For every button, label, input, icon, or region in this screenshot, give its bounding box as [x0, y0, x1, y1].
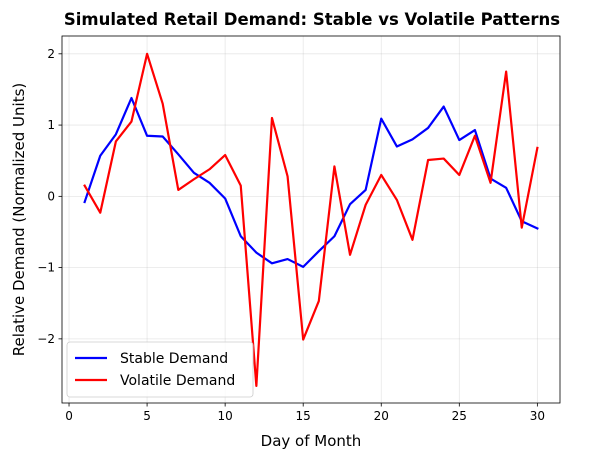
y-tick-label: −1 [37, 261, 55, 275]
series-line-stable [83, 96, 539, 268]
axis-ticks: 0 5 10 15 20 25 30 −2 −1 0 1 2 [37, 47, 545, 423]
series-line-volatile [83, 52, 539, 387]
grid [62, 36, 560, 403]
y-tick-label: 1 [47, 118, 55, 132]
x-tick-label: 20 [374, 409, 389, 423]
y-axis-label: Relative Demand (Normalized Units) [10, 83, 28, 357]
x-tick-label: 5 [143, 409, 151, 423]
legend: Stable Demand Volatile Demand [66, 341, 254, 398]
chart-title: Simulated Retail Demand: Stable vs Volat… [64, 10, 560, 29]
x-tick-label: 15 [296, 409, 311, 423]
x-tick-label: 25 [452, 409, 467, 423]
legend-box [66, 341, 254, 398]
y-tick-label: 2 [47, 47, 55, 61]
y-tick-label: −2 [37, 332, 55, 346]
legend-label: Stable Demand [120, 351, 228, 367]
series-lines [83, 52, 539, 387]
x-tick-label: 10 [217, 409, 232, 423]
plot-area-frame [61, 35, 561, 404]
x-axis-label: Day of Month [261, 432, 362, 450]
x-tick-label: 30 [530, 409, 545, 423]
legend-label: Volatile Demand [120, 373, 235, 389]
y-tick-label: 0 [47, 189, 55, 203]
x-tick-label: 0 [65, 409, 73, 423]
